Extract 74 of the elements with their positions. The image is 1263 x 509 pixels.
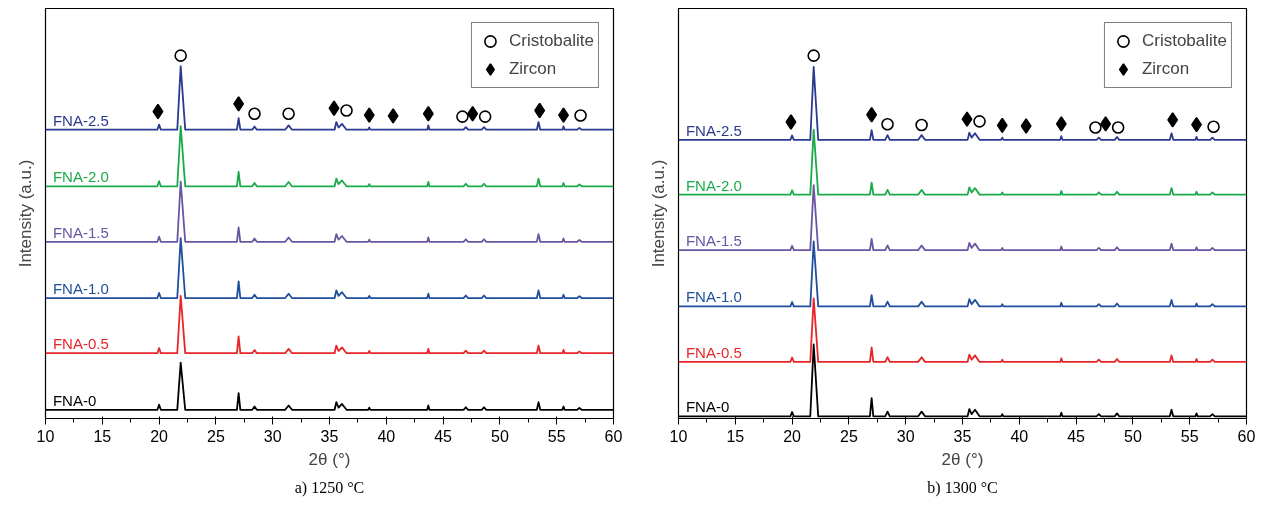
point [881, 117, 894, 131]
x-tick-label: 20 [783, 427, 802, 445]
text: b) 1300 °C [927, 478, 998, 497]
x-tick-label: 60 [604, 427, 623, 445]
x-axis-title: 2θ (°) [308, 449, 351, 469]
x-tick-label: 25 [840, 427, 858, 445]
point [248, 107, 261, 121]
x-axis-title: 2θ (°) [941, 449, 984, 469]
point [961, 111, 973, 127]
point [1100, 116, 1112, 132]
series-label: FNA-2.0 [685, 176, 742, 194]
point [996, 117, 1008, 134]
point [363, 107, 375, 123]
x-tick-label: 40 [377, 427, 396, 445]
x-tick-label: 10 [36, 427, 55, 445]
series-label: FNA-0.5 [52, 335, 109, 353]
legend-label: Zircon [1141, 59, 1190, 79]
point [1020, 118, 1032, 134]
x-tick-label: 20 [150, 427, 169, 445]
x-tick-label: 60 [1237, 427, 1256, 445]
series-label: FNA-2.5 [52, 111, 109, 129]
series-label: FNA-1.0 [52, 280, 109, 298]
point [574, 109, 587, 122]
point [785, 114, 797, 130]
point [1055, 116, 1067, 132]
text: a) 1250 °C [294, 478, 365, 497]
point [282, 107, 295, 121]
x-tick-label: 30 [896, 427, 915, 445]
x-tick-label: 50 [491, 427, 509, 445]
point [1207, 120, 1220, 134]
y-axis-title: Intensity (a.u.) [15, 159, 35, 268]
series-label: FNA-2.5 [685, 121, 742, 139]
point [1167, 112, 1179, 128]
legend-label: Cristobalite [1141, 31, 1227, 51]
point [233, 96, 245, 112]
series-label: FNA-0.5 [685, 343, 742, 361]
x-tick-label: 40 [1010, 427, 1029, 445]
point [478, 110, 492, 123]
point [467, 105, 479, 122]
point [152, 103, 164, 120]
legend-label: Zircon [508, 59, 557, 79]
series-label: FNA-2.0 [52, 168, 109, 186]
series-label: FNA-1.5 [52, 223, 109, 241]
x-tick-label: 35 [320, 427, 339, 445]
point [534, 102, 546, 119]
point [1089, 121, 1102, 134]
x-tick-label: 45 [434, 427, 453, 445]
point [328, 100, 340, 117]
point [807, 49, 820, 62]
point [422, 105, 434, 122]
x-tick-label: 15 [93, 427, 112, 445]
legend-label: Cristobalite [508, 31, 594, 51]
point [973, 115, 986, 128]
x-tick-label: 10 [669, 427, 688, 445]
x-tick-label: 30 [263, 427, 282, 445]
series-label: FNA-1.0 [685, 288, 742, 306]
y-axis-title: Intensity (a.u.) [648, 159, 668, 268]
x-tick-label: 55 [547, 427, 566, 445]
series-label: FNA-1.5 [685, 232, 742, 250]
x-tick-label: 50 [1124, 427, 1142, 445]
x-tick-label: 35 [953, 427, 972, 445]
point [1111, 121, 1125, 134]
point [340, 104, 353, 117]
x-tick-label: 45 [1067, 427, 1086, 445]
series-label: FNA-0 [685, 398, 730, 416]
x-tick-label: 15 [726, 427, 745, 445]
point [387, 108, 399, 124]
x-tick-label: 55 [1180, 427, 1199, 445]
x-tick-label: 25 [207, 427, 225, 445]
point [456, 110, 469, 123]
point [174, 49, 187, 62]
point [915, 118, 928, 132]
series-label: FNA-0 [52, 391, 97, 409]
point [866, 107, 878, 123]
